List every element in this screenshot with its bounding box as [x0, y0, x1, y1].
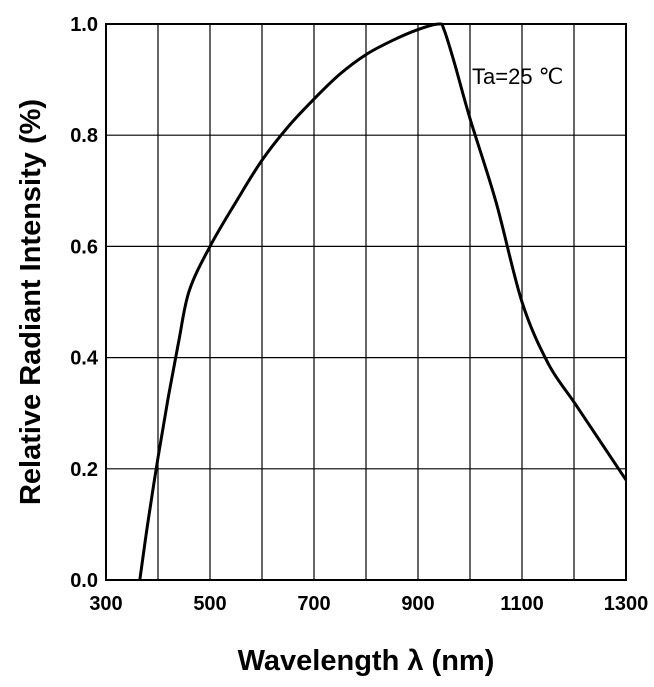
- x-tick-label: 500: [193, 593, 226, 615]
- x-tick-label: 900: [401, 593, 434, 615]
- y-tick-label: 0.4: [70, 348, 99, 370]
- temperature-annotation: Ta=25 ℃: [472, 64, 563, 89]
- y-tick-label: 0.6: [70, 236, 98, 258]
- x-tick-label: 300: [89, 593, 122, 615]
- y-tick-label: 0.2: [70, 459, 98, 481]
- x-tick-label: 1300: [604, 593, 649, 615]
- x-axis-title: Wavelength λ (nm): [238, 645, 495, 677]
- x-tick-label: 1100: [500, 593, 543, 615]
- y-tick-label: 0.8: [70, 125, 98, 147]
- x-tick-label: 700: [297, 593, 330, 615]
- series-layer: [138, 22, 628, 581]
- plot-frame: [105, 23, 627, 581]
- tick-labels: 300 500 700 900 1100 1300 0.0 0.2 0.4 0.6 0.8 1.0: [70, 14, 648, 615]
- spectral-curve: [138, 22, 628, 581]
- grid: [106, 24, 626, 580]
- y-tick-label: 0.0: [70, 570, 98, 592]
- y-axis-title: Relative Radiant Intensity (%): [15, 99, 47, 505]
- y-tick-label: 1.0: [70, 14, 98, 36]
